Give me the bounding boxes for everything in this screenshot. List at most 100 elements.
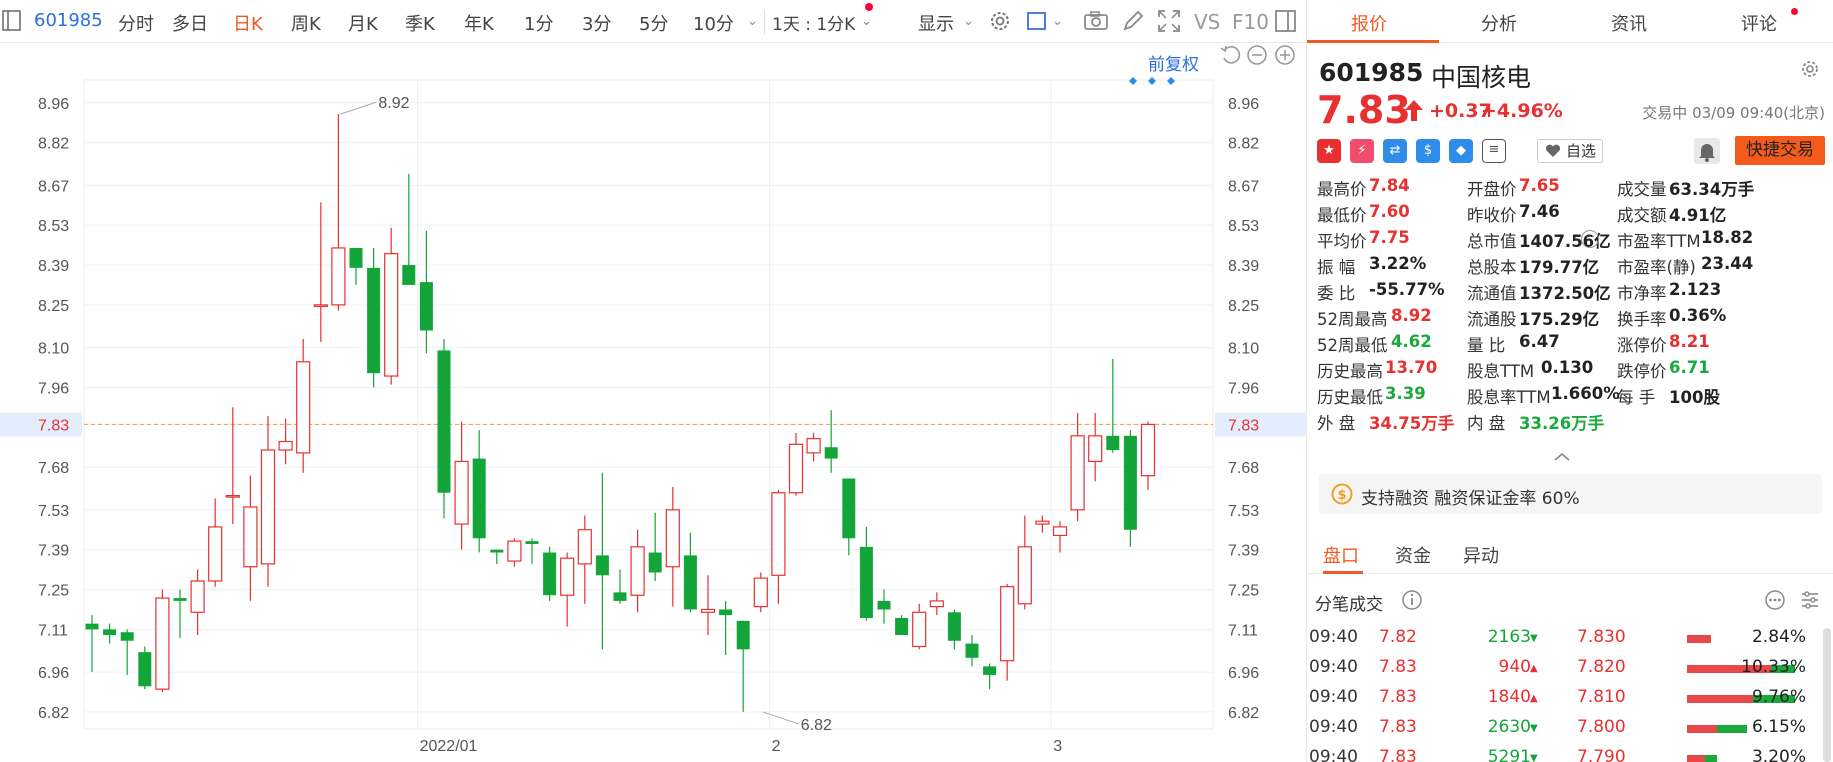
- tab-orderbook[interactable]: 盘口: [1323, 546, 1359, 567]
- annotation-leader: [762, 711, 799, 725]
- tab-3min[interactable]: 3分: [582, 14, 612, 35]
- panel-toggle-icon[interactable]: [2, 10, 22, 32]
- current-price-label-left: 7.83: [38, 417, 69, 434]
- quick-trade-button[interactable]: 快捷交易: [1735, 136, 1825, 165]
- tab-1min[interactable]: 1分: [524, 14, 554, 35]
- watchlist-button[interactable]: 自选: [1537, 139, 1603, 163]
- y-tick-label-right: 8.67: [1228, 178, 1259, 195]
- fullscreen-icon[interactable]: [1156, 8, 1182, 34]
- tab-comments[interactable]: 评论: [1741, 14, 1777, 35]
- level-price: 7.820: [1577, 657, 1626, 677]
- x-tick-label: 2022/01: [420, 738, 478, 755]
- tick-time: 09:40: [1309, 717, 1358, 737]
- tab-yearly-k[interactable]: 年K: [464, 14, 494, 35]
- box-select-icon[interactable]: [1025, 8, 1051, 34]
- china-flag-icon[interactable]: ★: [1317, 139, 1341, 163]
- candle-body-down: [719, 609, 733, 616]
- more-icon[interactable]: [1764, 589, 1786, 611]
- tab-anomaly[interactable]: 异动: [1463, 546, 1499, 567]
- stat-label: 跌停价: [1617, 362, 1667, 381]
- candle-body-down: [683, 555, 697, 610]
- y-tick-label-right: 8.53: [1228, 218, 1259, 235]
- collapse-icon[interactable]: [1553, 452, 1571, 462]
- y-tick-label-left: 6.82: [38, 705, 69, 722]
- level-pct: 10.33%: [1741, 657, 1806, 677]
- notebook-icon[interactable]: ≡: [1482, 139, 1506, 163]
- interval-select[interactable]: 1天 : 1分K: [772, 15, 856, 35]
- candle-body-down: [736, 620, 750, 650]
- tab-news[interactable]: 资讯: [1611, 14, 1647, 35]
- candle-body-up: [788, 443, 804, 494]
- shuffle-icon[interactable]: ⇄: [1383, 139, 1407, 163]
- display-menu[interactable]: 显示: [918, 14, 954, 35]
- y-tick-label-left: 7.11: [38, 622, 68, 639]
- y-tick-label-left: 8.96: [38, 96, 69, 113]
- y-tick-label-right: 7.25: [1228, 583, 1259, 600]
- tab-quote[interactable]: 报价: [1351, 14, 1387, 35]
- tab-5min[interactable]: 5分: [639, 14, 669, 35]
- candle-body-down: [173, 598, 187, 601]
- dollar-icon[interactable]: $: [1416, 139, 1440, 163]
- candle-body-down: [103, 629, 117, 636]
- candle-body-up: [454, 460, 469, 525]
- candlestick-svg: 8.96 8.96 8.82 8.82 8.67 8.67 8.53 8.53 8.39 8.39…: [0, 77, 1306, 755]
- arrow-down-icon: ▼: [1530, 753, 1538, 762]
- stat-label: 昨收价: [1467, 206, 1517, 225]
- sidebar-toggle-icon[interactable]: [1273, 8, 1299, 34]
- tab-analysis[interactable]: 分析: [1481, 14, 1517, 35]
- x-tick-label: 3: [1053, 738, 1062, 755]
- tab-weekly-k[interactable]: 周K: [291, 14, 321, 35]
- tab-fund[interactable]: 资金: [1395, 546, 1431, 567]
- y-tick-label-right: 8.10: [1228, 341, 1259, 358]
- candle-body-up: [331, 247, 346, 306]
- notification-dot: [1791, 8, 1798, 15]
- candle-body-up: [296, 361, 311, 454]
- kline-chart[interactable]: 前复权 8.96 8.96 8.82 8.82 8.67 8.67 8.53 8.53 8.39…: [0, 44, 1306, 762]
- camera-icon[interactable]: [1083, 8, 1109, 34]
- stat-value: 7.65: [1519, 176, 1560, 195]
- tag-icon[interactable]: ◆: [1449, 139, 1473, 163]
- candle-body-up: [208, 526, 223, 582]
- level-bar-red: [1687, 755, 1705, 762]
- stat-value: 4.62: [1391, 332, 1432, 351]
- panel-tabs: 报价 分析 资讯 评论: [1307, 0, 1833, 43]
- gear-icon[interactable]: [987, 8, 1013, 34]
- y-tick-label-left: 8.39: [38, 258, 69, 275]
- candle-body-down: [472, 458, 486, 539]
- tick-price: 7.83: [1379, 747, 1417, 762]
- level-pct: 2.84%: [1751, 627, 1806, 647]
- zoom-out-icon[interactable]: [1246, 44, 1268, 66]
- tab-multiday[interactable]: 多日: [172, 14, 208, 35]
- bell-icon[interactable]: [1694, 138, 1720, 164]
- adjust-select[interactable]: 前复权: [1148, 55, 1199, 75]
- y-tick-label-left: 8.10: [38, 341, 69, 358]
- chart-toolbar: 601985 分时 多日 日K 周K 月K 季K 年K 1分 3分 5分 10分…: [0, 0, 1306, 43]
- tab-daily-k[interactable]: 日K: [233, 14, 263, 35]
- vs-button[interactable]: VS: [1194, 10, 1221, 34]
- runner-icon[interactable]: ⚡: [1350, 139, 1374, 163]
- tab-quarterly-k[interactable]: 季K: [405, 14, 435, 35]
- filter-icon[interactable]: [1799, 589, 1821, 611]
- tick-price: 7.82: [1379, 627, 1417, 647]
- info-icon[interactable]: [1401, 589, 1423, 611]
- more-dots-icon[interactable]: ···: [1581, 230, 1599, 248]
- undo-icon[interactable]: [1219, 44, 1241, 66]
- tab-monthly-k[interactable]: 月K: [348, 14, 378, 35]
- chevron-down-icon[interactable]: ⌄: [747, 14, 758, 29]
- stat-label: 市盈率TTM: [1617, 232, 1701, 251]
- f10-button[interactable]: F10: [1232, 10, 1269, 34]
- pencil-icon[interactable]: [1120, 8, 1146, 34]
- tick-price: 7.83: [1379, 657, 1417, 677]
- tab-10min[interactable]: 10分: [693, 14, 734, 35]
- candle-body-down: [138, 652, 152, 687]
- gear-icon[interactable]: [1799, 58, 1821, 80]
- y-tick-label-right: 8.96: [1228, 96, 1259, 113]
- margin-banner[interactable]: $ 支持融资 融资保证金率 60%: [1319, 474, 1822, 514]
- tab-intraday[interactable]: 分时: [118, 14, 154, 35]
- candle-body-down: [525, 541, 539, 544]
- scrollbar[interactable]: [1823, 628, 1831, 762]
- subtab-underline: [1323, 571, 1363, 574]
- chevron-down-icon: ⌄: [861, 14, 872, 29]
- candle-body-down: [1106, 435, 1120, 451]
- zoom-in-icon[interactable]: [1274, 44, 1296, 66]
